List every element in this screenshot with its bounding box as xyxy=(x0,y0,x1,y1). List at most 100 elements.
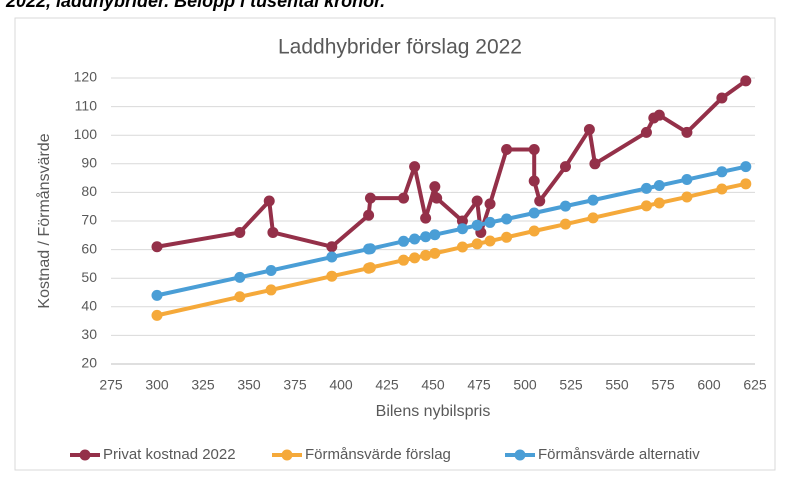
x-tick-label: 500 xyxy=(513,377,537,393)
data-point xyxy=(429,181,441,193)
y-tick-label: 80 xyxy=(81,183,97,199)
data-point xyxy=(471,195,483,207)
data-point xyxy=(640,182,652,194)
data-point xyxy=(420,249,432,261)
x-tick-label: 450 xyxy=(421,377,445,393)
data-point xyxy=(398,235,410,247)
y-tick-label: 30 xyxy=(81,326,97,342)
data-point xyxy=(431,192,443,204)
data-point xyxy=(326,251,338,263)
data-point xyxy=(364,192,376,204)
data-point xyxy=(589,158,601,170)
data-point xyxy=(326,270,338,282)
legend-swatch-dot xyxy=(281,449,293,461)
data-point xyxy=(409,233,421,245)
legend-swatch-dot xyxy=(79,449,91,461)
data-point xyxy=(681,126,693,138)
data-point xyxy=(471,219,483,231)
data-point xyxy=(653,197,665,209)
data-point xyxy=(409,161,421,173)
data-point xyxy=(364,262,376,274)
y-tick-label: 110 xyxy=(75,97,98,113)
x-tick-label: 350 xyxy=(237,377,261,393)
x-tick-label: 375 xyxy=(283,377,307,393)
data-point xyxy=(501,213,513,225)
data-point xyxy=(484,216,496,228)
x-tick-label: 525 xyxy=(559,377,583,393)
y-tick-label: 60 xyxy=(81,240,97,256)
data-point xyxy=(234,226,246,238)
y-tick-label: 70 xyxy=(81,212,97,228)
data-point xyxy=(559,161,571,173)
chart-title: Laddhybrider förslag 2022 xyxy=(278,36,522,59)
data-point xyxy=(559,218,571,230)
data-point xyxy=(583,123,595,135)
x-tick-label: 275 xyxy=(99,377,123,393)
data-point xyxy=(456,223,468,235)
data-point xyxy=(559,200,571,212)
data-point xyxy=(484,235,496,247)
x-tick-label: 325 xyxy=(191,377,215,393)
caption: 2022, laddhybrider. Belopp i tusental kr… xyxy=(5,0,385,11)
x-tick-label: 625 xyxy=(743,377,767,393)
data-point xyxy=(398,192,410,204)
data-point xyxy=(681,191,693,203)
legend-label: Förmånsvärde alternativ xyxy=(538,446,700,463)
legend-swatch-dot xyxy=(514,449,526,461)
data-point xyxy=(326,241,338,253)
data-point xyxy=(716,166,728,178)
data-point xyxy=(363,209,375,221)
x-tick-label: 425 xyxy=(375,377,399,393)
data-point xyxy=(234,271,246,283)
y-tick-label: 120 xyxy=(74,69,98,85)
x-tick-label: 600 xyxy=(697,377,721,393)
data-point xyxy=(151,289,163,301)
data-point xyxy=(716,183,728,195)
data-point xyxy=(653,109,665,121)
data-point xyxy=(528,225,540,237)
data-point xyxy=(267,226,279,238)
data-point xyxy=(263,195,275,207)
data-point xyxy=(587,212,599,224)
data-point xyxy=(420,212,432,224)
data-point xyxy=(151,241,163,253)
data-point xyxy=(151,309,163,321)
y-tick-label: 90 xyxy=(81,155,97,171)
data-point xyxy=(528,144,540,155)
data-point xyxy=(420,231,432,243)
data-point xyxy=(528,175,540,187)
x-tick-label: 475 xyxy=(467,377,491,393)
data-point xyxy=(265,284,277,296)
y-tick-label: 100 xyxy=(74,126,98,142)
data-point xyxy=(528,207,540,219)
data-point xyxy=(456,241,468,253)
data-point xyxy=(501,231,513,243)
data-point xyxy=(740,178,752,190)
data-point xyxy=(534,195,546,207)
data-point xyxy=(640,200,652,212)
data-point xyxy=(587,194,599,206)
data-point xyxy=(409,252,421,264)
data-point xyxy=(429,229,441,241)
y-axis-label: Kostnad / Förmånsvärde xyxy=(35,133,53,308)
data-point xyxy=(265,264,277,276)
legend-label: Privat kostnad 2022 xyxy=(103,446,236,463)
data-point xyxy=(681,174,693,186)
data-point xyxy=(484,198,496,210)
x-tick-label: 575 xyxy=(651,377,675,393)
data-point xyxy=(398,254,410,266)
y-tick-label: 40 xyxy=(81,298,97,314)
series-line xyxy=(156,181,747,318)
data-point xyxy=(364,243,376,255)
data-point xyxy=(471,238,483,250)
data-point xyxy=(640,126,652,138)
data-point xyxy=(653,180,665,192)
data-point xyxy=(501,144,513,155)
legend-label: Förmånsvärde förslag xyxy=(305,446,451,463)
series-line xyxy=(156,164,747,298)
data-point xyxy=(740,161,752,173)
x-axis-label: Bilens nybilspris xyxy=(376,403,491,420)
data-point xyxy=(716,92,728,104)
x-tick-label: 300 xyxy=(145,377,169,393)
